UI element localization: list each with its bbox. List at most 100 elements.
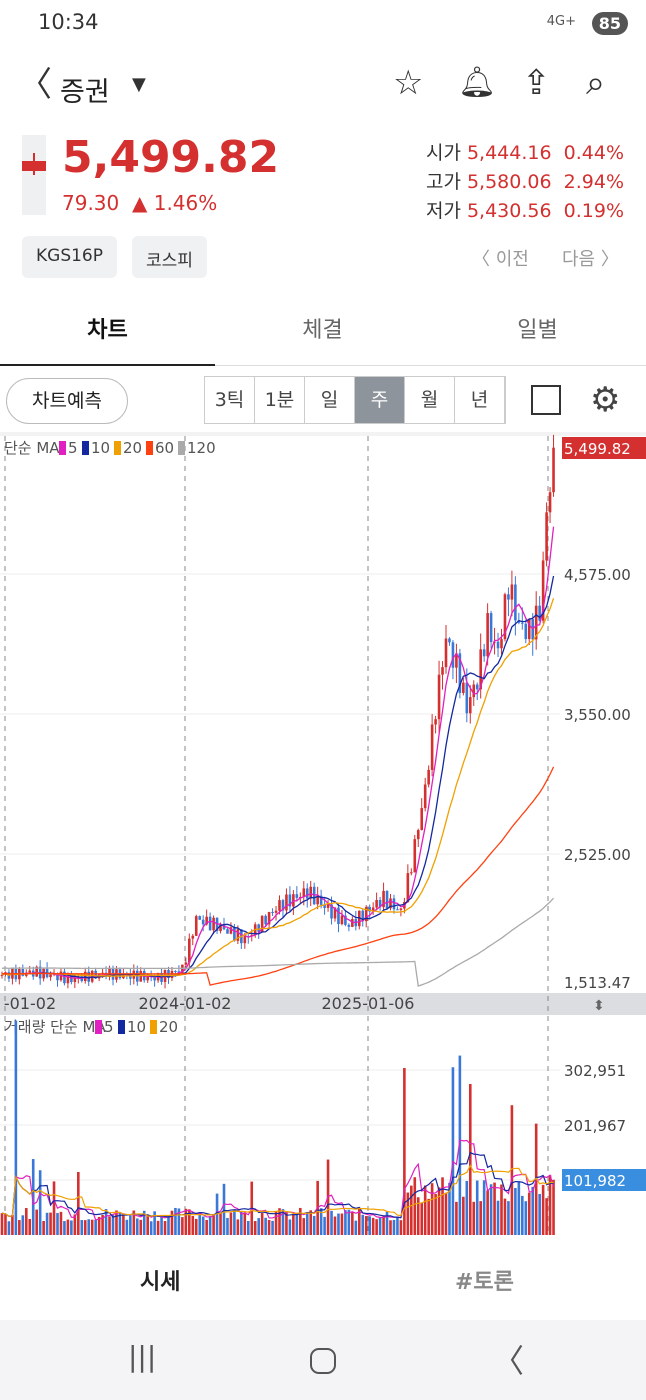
candle-body xyxy=(455,653,458,668)
settings-icon[interactable]: ⚙ xyxy=(590,380,621,420)
volume-bar xyxy=(260,1212,264,1235)
period-3[interactable]: 주 xyxy=(355,377,405,423)
volume-bar xyxy=(170,1210,174,1235)
volume-bar xyxy=(132,1210,136,1235)
volume-bar xyxy=(541,1184,545,1235)
candle-body xyxy=(479,649,482,690)
volume-bar xyxy=(531,1186,535,1235)
period-5[interactable]: 년 xyxy=(455,377,505,423)
back-icon[interactable]: 〈 xyxy=(18,65,52,105)
volume-bar xyxy=(441,1177,444,1235)
candle-body xyxy=(458,653,462,693)
candle-body xyxy=(191,935,195,939)
volume-bar xyxy=(281,1209,285,1235)
volume-bar xyxy=(507,1201,510,1235)
period-4[interactable]: 월 xyxy=(405,377,455,423)
recent-apps-icon[interactable]: ||| xyxy=(128,1340,157,1373)
volume-bar xyxy=(59,1211,63,1235)
candle-body xyxy=(468,697,472,714)
prev-button[interactable]: 〈 이전 xyxy=(472,249,529,270)
volume-bar xyxy=(496,1200,500,1235)
bottom-tab-quote[interactable]: 시세 xyxy=(140,1270,181,1295)
candle-body xyxy=(205,916,208,925)
low-row: 저가 5,430.56 0.19% xyxy=(426,196,624,223)
volume-bar xyxy=(399,1220,403,1235)
bell-plus-icon[interactable]: 🔔︎ xyxy=(458,65,497,100)
volume-bar xyxy=(312,1215,316,1235)
tab-chart[interactable]: 차트 xyxy=(87,318,128,343)
candle-body xyxy=(448,638,451,643)
candle-body xyxy=(371,907,375,912)
candle-body xyxy=(500,639,503,649)
volume-bar xyxy=(181,1217,184,1235)
page-title[interactable]: 증권 xyxy=(60,77,110,108)
ma-period-60: 60 xyxy=(155,439,174,457)
candle-body xyxy=(430,724,434,770)
volume-bar xyxy=(371,1217,375,1235)
back-nav-icon[interactable]: 〈 xyxy=(492,1342,525,1380)
candle-body xyxy=(208,916,212,931)
volume-bar xyxy=(31,1159,35,1235)
price-chart[interactable]: 5,499.82 4,575.00 3,550.00 2,525.00 1,513.47… xyxy=(0,432,646,1236)
volume-bar xyxy=(406,1192,410,1235)
volume-bar xyxy=(135,1218,139,1235)
search-icon[interactable]: ⌕ xyxy=(586,63,606,103)
volume-bar xyxy=(500,1184,503,1235)
period-0[interactable]: 3틱 xyxy=(205,377,255,423)
dropdown-icon[interactable]: ▼ xyxy=(132,74,146,95)
volume-bar xyxy=(264,1217,267,1235)
volume-bar xyxy=(97,1216,101,1235)
volume-bar xyxy=(382,1216,385,1235)
system-nav-bar: ||| 〈 xyxy=(0,1320,646,1400)
volume-bar xyxy=(243,1212,247,1235)
volume-bar xyxy=(149,1221,153,1235)
volume-bar xyxy=(305,1211,309,1235)
period-2[interactable]: 일 xyxy=(305,377,355,423)
period-selector: 3틱 1분 일 주 월 년 xyxy=(204,376,506,424)
candle-body xyxy=(87,971,91,982)
candle-body xyxy=(174,971,177,973)
bottom-tab-discussion[interactable]: #토론 xyxy=(455,1270,514,1295)
share-icon[interactable]: ⇪ xyxy=(522,63,551,103)
volume-bar xyxy=(423,1185,427,1235)
candle-body xyxy=(153,976,156,981)
volume-bar xyxy=(403,1067,406,1235)
volume-bar xyxy=(139,1219,143,1235)
tab-trades[interactable]: 체결 xyxy=(302,318,343,343)
price-tick: 2,525.00 xyxy=(564,846,631,864)
volume-bar xyxy=(538,1193,541,1235)
volume-bar xyxy=(368,1216,371,1235)
volume-bar xyxy=(219,1212,222,1235)
star-icon[interactable]: ☆ xyxy=(393,63,424,103)
volume-bar xyxy=(455,1201,458,1235)
high-value: 5,580.06 xyxy=(466,171,552,193)
chart-predict-button[interactable]: 차트예측 xyxy=(6,378,128,424)
candle-body xyxy=(260,915,264,932)
ma-period-10: 10 xyxy=(127,1018,146,1036)
tag-kospi[interactable]: 코스피 xyxy=(132,236,207,278)
candle-body xyxy=(389,898,392,909)
candle-body xyxy=(475,684,479,690)
date-tick: -01-02 xyxy=(4,994,56,1013)
candle-body xyxy=(194,916,198,936)
period-1[interactable]: 1분 xyxy=(255,377,305,423)
ma-swatch-20 xyxy=(114,441,121,455)
volume-bar xyxy=(392,1219,396,1235)
candle-body xyxy=(56,973,59,981)
fullscreen-icon[interactable] xyxy=(531,385,561,415)
candle-body xyxy=(368,907,371,912)
next-button[interactable]: 다음 〉 xyxy=(562,249,619,270)
volume-bar xyxy=(4,1214,7,1235)
high-label: 고가 xyxy=(425,171,461,193)
tag-kgs16p[interactable]: KGS16P xyxy=(22,236,117,278)
candle-body xyxy=(35,966,38,977)
volume-bar xyxy=(184,1208,188,1235)
home-icon[interactable] xyxy=(310,1348,336,1374)
volume-bar xyxy=(83,1220,87,1235)
volume-bar xyxy=(472,1201,476,1235)
candle-body xyxy=(361,910,365,922)
volume-bar xyxy=(7,1221,11,1235)
volume-bar xyxy=(52,1181,56,1235)
open-label: 시가 xyxy=(425,142,461,164)
tab-daily[interactable]: 일별 xyxy=(517,318,558,343)
